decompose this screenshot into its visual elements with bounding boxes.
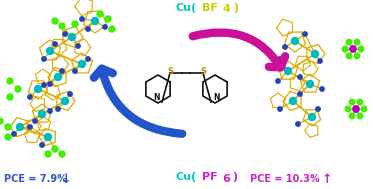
Circle shape [59, 23, 65, 29]
Circle shape [52, 18, 58, 24]
Circle shape [7, 78, 13, 84]
Circle shape [16, 123, 23, 130]
Circle shape [303, 32, 307, 36]
Circle shape [69, 33, 75, 40]
Circle shape [86, 57, 90, 61]
Circle shape [38, 111, 46, 118]
Text: PCE = 10.3%: PCE = 10.3% [250, 174, 320, 184]
Circle shape [345, 106, 351, 112]
Circle shape [42, 83, 46, 87]
Circle shape [33, 119, 37, 123]
Text: N: N [153, 92, 159, 101]
Circle shape [109, 26, 115, 32]
Circle shape [298, 92, 302, 96]
Circle shape [308, 114, 316, 121]
Circle shape [103, 25, 107, 29]
Text: Cu(: Cu( [175, 172, 196, 182]
Circle shape [12, 132, 16, 136]
Circle shape [59, 151, 65, 157]
Circle shape [357, 99, 363, 105]
Circle shape [52, 146, 58, 152]
Circle shape [285, 67, 292, 74]
Circle shape [358, 46, 364, 52]
Circle shape [342, 46, 348, 52]
Text: ): ) [233, 172, 238, 182]
Circle shape [15, 86, 21, 92]
Circle shape [62, 98, 69, 105]
Circle shape [28, 95, 32, 99]
Circle shape [76, 44, 80, 48]
Text: 6: 6 [222, 174, 230, 184]
Circle shape [318, 59, 322, 63]
Text: ↓: ↓ [61, 173, 72, 186]
Circle shape [48, 82, 52, 86]
Circle shape [54, 74, 62, 81]
Circle shape [56, 107, 60, 111]
Circle shape [60, 69, 64, 73]
Circle shape [63, 32, 67, 36]
Circle shape [349, 99, 355, 105]
Circle shape [48, 109, 52, 113]
Circle shape [349, 113, 355, 119]
Circle shape [350, 46, 356, 52]
Text: S: S [167, 67, 173, 77]
Circle shape [78, 60, 85, 67]
Circle shape [42, 57, 46, 61]
Circle shape [278, 107, 282, 111]
Text: PCE = 7.9%: PCE = 7.9% [4, 174, 67, 184]
Text: N: N [214, 92, 220, 101]
Circle shape [316, 107, 320, 111]
Circle shape [97, 11, 103, 17]
Circle shape [68, 92, 72, 96]
Circle shape [278, 57, 282, 61]
Circle shape [7, 94, 13, 100]
Circle shape [346, 53, 352, 59]
Circle shape [292, 37, 298, 44]
Text: ): ) [233, 3, 238, 13]
Text: PF: PF [202, 172, 218, 182]
Circle shape [361, 106, 367, 112]
Circle shape [283, 45, 287, 49]
Circle shape [53, 42, 57, 46]
Circle shape [80, 17, 84, 21]
Circle shape [40, 143, 44, 147]
Circle shape [44, 133, 51, 140]
Circle shape [28, 125, 32, 129]
Circle shape [5, 124, 11, 130]
Text: S: S [200, 67, 206, 77]
Text: Cu(: Cu( [175, 3, 196, 13]
Circle shape [357, 113, 363, 119]
Circle shape [5, 134, 11, 140]
Circle shape [47, 47, 53, 54]
Circle shape [354, 53, 360, 59]
Circle shape [34, 85, 41, 92]
Circle shape [354, 39, 360, 45]
Circle shape [105, 16, 111, 22]
Circle shape [86, 27, 90, 31]
Circle shape [276, 79, 280, 83]
Circle shape [296, 122, 300, 126]
Circle shape [45, 151, 51, 157]
Circle shape [0, 118, 3, 124]
Text: ↑: ↑ [322, 173, 332, 186]
Text: 4: 4 [223, 5, 231, 15]
Circle shape [320, 87, 324, 91]
Circle shape [289, 98, 297, 105]
Circle shape [311, 50, 319, 57]
Circle shape [73, 69, 77, 73]
Circle shape [298, 75, 302, 79]
Circle shape [346, 39, 352, 45]
Circle shape [353, 106, 359, 112]
Circle shape [307, 81, 313, 88]
Circle shape [72, 21, 78, 27]
Circle shape [91, 18, 98, 25]
Text: BF: BF [202, 3, 218, 13]
